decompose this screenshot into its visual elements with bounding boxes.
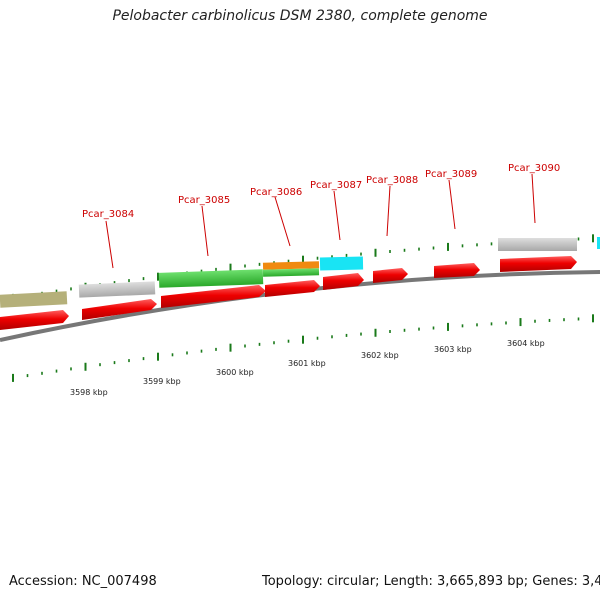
scale-label-3598: 3598 kbp	[70, 388, 108, 397]
cds-arrow-5[interactable]	[323, 273, 364, 290]
cds-arrow-4[interactable]	[265, 280, 320, 297]
scale-label-3601: 3601 kbp	[288, 359, 326, 368]
scale-label-3604: 3604 kbp	[507, 339, 545, 348]
cds-arrow-1[interactable]	[0, 310, 69, 330]
feature-orange[interactable]	[262, 261, 320, 270]
feature-green-small[interactable]	[262, 268, 320, 277]
cds-arrow-8[interactable]	[500, 256, 577, 272]
scale-label-3599: 3599 kbp	[143, 377, 181, 386]
feature-grey-2[interactable]	[498, 238, 577, 251]
gene-label-pcar-3088[interactable]: Pcar_3088	[366, 175, 418, 186]
feature-olive[interactable]	[0, 291, 68, 308]
gene-label-pcar-3086[interactable]: Pcar_3086	[250, 187, 302, 198]
feature-green[interactable]	[158, 269, 264, 288]
inner-tick-row	[12, 314, 594, 382]
scale-label-3602: 3602 kbp	[361, 351, 399, 360]
cds-arrow-7[interactable]	[434, 263, 480, 278]
feature-cyan[interactable]	[319, 256, 364, 271]
gene-label-pcar-3090[interactable]: Pcar_3090	[508, 163, 560, 174]
gene-label-pcar-3084[interactable]: Pcar_3084	[82, 209, 134, 220]
feature-cyan-edge[interactable]	[597, 237, 600, 249]
cds-arrow-2[interactable]	[82, 299, 157, 320]
gene-label-pcar-3087[interactable]: Pcar_3087	[310, 180, 362, 191]
genome-summary: Topology: circular; Length: 3,665,893 bp…	[262, 574, 600, 589]
cds-arrow-3[interactable]	[161, 285, 266, 308]
accession-label: Accession: NC_007498	[9, 574, 157, 589]
scale-label-3600: 3600 kbp	[216, 368, 254, 377]
gene-label-pcar-3085[interactable]: Pcar_3085	[178, 195, 230, 206]
feature-grey-1[interactable]	[78, 281, 156, 298]
map-title: Pelobacter carbinolicus DSM 2380, comple…	[112, 8, 488, 24]
cds-arrow-6[interactable]	[373, 268, 408, 283]
gene-label-pcar-3089[interactable]: Pcar_3089	[425, 169, 477, 180]
gene-label-leaders	[105, 173, 536, 269]
scale-label-3603: 3603 kbp	[434, 345, 472, 354]
